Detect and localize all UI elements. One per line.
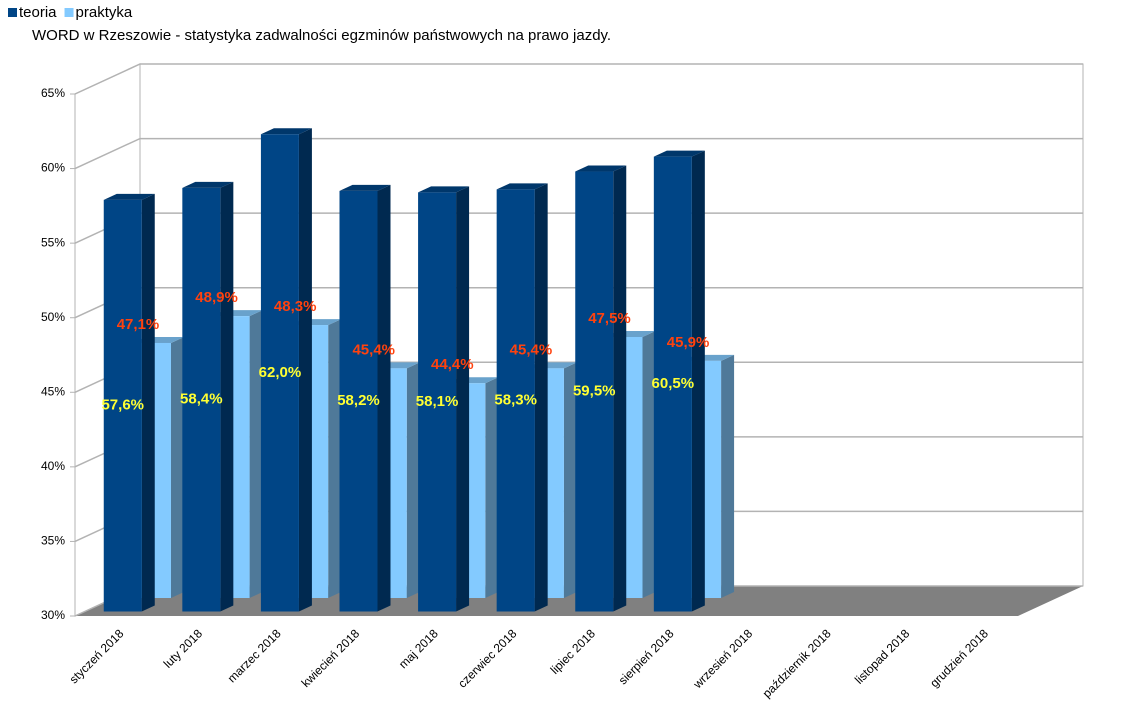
praktyka-value-label: 45,4%	[352, 341, 395, 358]
bar	[339, 190, 378, 612]
x-tick-label: lipiec 2018	[548, 626, 599, 677]
bar	[103, 199, 142, 612]
bar-side	[456, 186, 470, 612]
teoria-value-label: 58,1%	[416, 393, 459, 410]
bar-top	[103, 193, 155, 200]
grid-line	[74, 137, 1083, 170]
x-tick-label: październik 2018	[760, 626, 834, 700]
bar-side	[485, 377, 499, 598]
bar-side	[642, 331, 656, 598]
x-tick-label: kwiecień 2018	[299, 626, 363, 690]
x-tick-label: sierpień 2018	[616, 626, 677, 687]
legend-swatch	[64, 8, 74, 17]
x-tick-label: styczeń 2018	[67, 626, 127, 686]
x-tick-label: czerwiec 2018	[455, 626, 519, 690]
bar-side	[298, 128, 312, 612]
bar-top	[575, 165, 627, 172]
teoria-value-label: 60,5%	[652, 375, 695, 392]
x-tick-label: luty 2018	[161, 626, 206, 671]
bar-side	[171, 336, 184, 598]
teoria-value-label: 58,3%	[494, 391, 537, 408]
teoria-value-label: 58,2%	[337, 392, 380, 409]
bar-side	[534, 183, 548, 612]
y-tick-label: 35%	[41, 534, 65, 548]
bar-side	[141, 193, 155, 612]
praktyka-value-label: 44,4%	[431, 356, 474, 373]
bar-top	[182, 181, 234, 188]
bar	[496, 189, 535, 612]
bar	[418, 192, 457, 612]
bar-side	[563, 362, 577, 598]
y-tick-label: 55%	[41, 235, 65, 249]
bar-top	[653, 150, 705, 157]
bar	[182, 187, 221, 612]
x-tick-label: maj 2018	[396, 626, 441, 671]
praktyka-value-label: 47,5%	[588, 310, 631, 327]
bar	[653, 156, 692, 612]
praktyka-value-label: 48,9%	[195, 289, 238, 306]
praktyka-value-label: 48,3%	[274, 298, 317, 315]
bar-top	[339, 184, 391, 191]
legend-label: praktyka	[76, 4, 133, 21]
y-tick-label: 40%	[41, 459, 65, 473]
teoria-value-label: 57,6%	[101, 397, 144, 414]
chart-title: WORD w Rzeszowie - statystyka zadwalnośc…	[32, 27, 611, 44]
bar-side	[249, 310, 263, 598]
grid-line	[74, 63, 1083, 95]
bar	[260, 134, 299, 612]
legend-label: teoria	[19, 4, 57, 21]
praktyka-value-label: 45,4%	[510, 341, 553, 358]
praktyka-value-label: 47,1%	[117, 316, 160, 333]
bar-side	[328, 319, 342, 598]
y-tick-label: 65%	[41, 86, 65, 100]
bar-side	[220, 181, 234, 612]
y-tick-label: 45%	[41, 384, 65, 398]
praktyka-value-label: 45,9%	[667, 334, 710, 351]
bar	[575, 171, 614, 612]
bar-top	[418, 186, 470, 193]
y-tick-label: 50%	[41, 310, 65, 324]
bar-side	[613, 165, 627, 612]
teoria-value-label: 62,0%	[259, 364, 302, 381]
x-tick-label: grudzień 2018	[927, 626, 991, 690]
legend-swatch	[8, 8, 17, 17]
y-tick-label: 30%	[41, 608, 65, 622]
y-tick-label: 60%	[41, 161, 65, 175]
x-tick-label: wrzesień 2018	[690, 626, 756, 692]
teoria-value-label: 58,4%	[180, 391, 223, 408]
teoria-value-label: 59,5%	[573, 382, 616, 399]
bar-side	[406, 362, 420, 598]
bar-top	[496, 183, 548, 190]
bar-top	[260, 128, 312, 135]
x-tick-label: marzec 2018	[225, 626, 284, 685]
bar-side	[721, 354, 735, 598]
x-tick-label: listopad 2018	[852, 626, 913, 687]
bar-side	[377, 184, 391, 612]
bar-side	[691, 150, 705, 612]
